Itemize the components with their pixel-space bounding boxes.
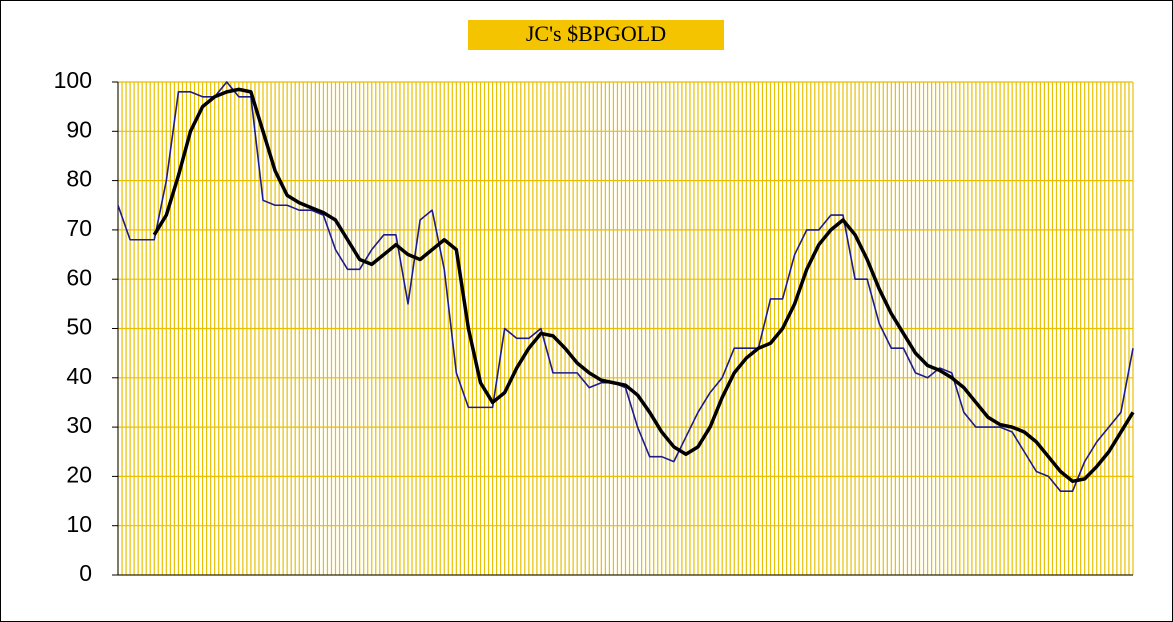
title-box xyxy=(468,20,724,50)
y-tick-label: 70 xyxy=(66,215,92,241)
series-line xyxy=(117,81,1134,492)
y-tick-label: 0 xyxy=(79,560,92,586)
y-tick-label: 100 xyxy=(54,67,92,93)
y-tick-label: 30 xyxy=(66,412,92,438)
y-tick-label: 80 xyxy=(66,166,92,192)
y-tick-label: 20 xyxy=(66,461,92,487)
y-tick-label: 50 xyxy=(66,314,92,340)
y-tick-label: 10 xyxy=(66,511,92,537)
chart-title: JC's $BPGOLD xyxy=(526,21,666,46)
y-tick-label: 40 xyxy=(66,363,92,389)
series-line xyxy=(152,87,1135,484)
y-tick-label: 90 xyxy=(66,116,92,142)
y-tick-label: 60 xyxy=(66,264,92,290)
